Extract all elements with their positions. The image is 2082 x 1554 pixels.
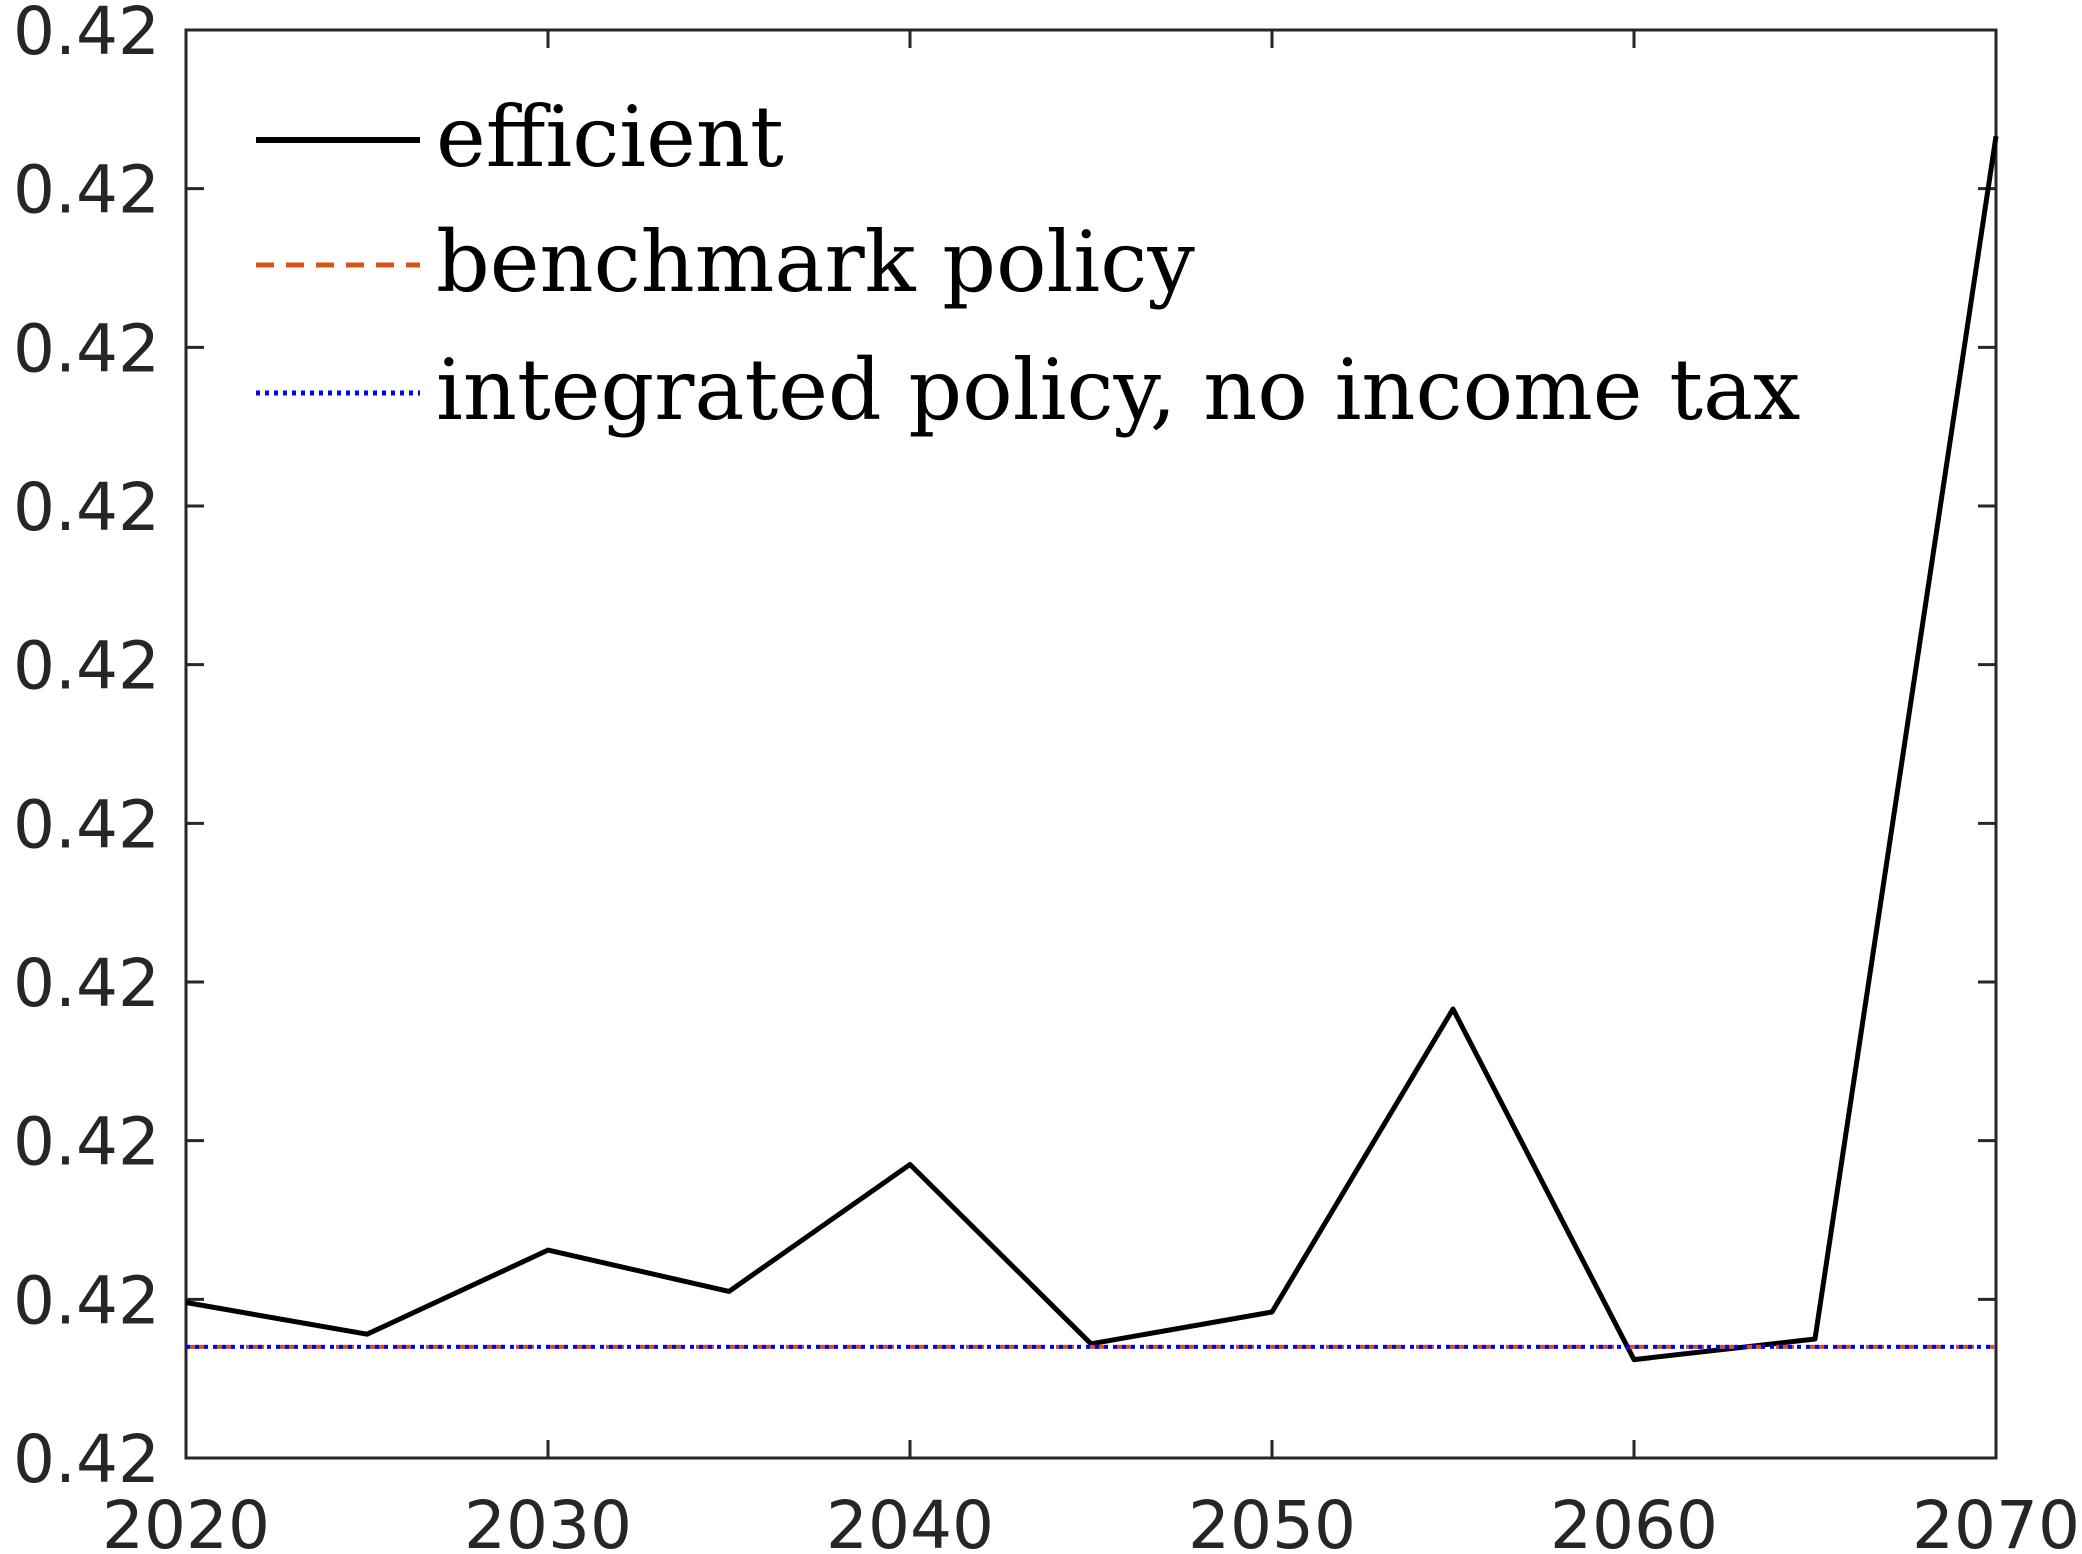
series-line-0: [185, 135, 1999, 1363]
legend-label-efficient: efficient: [436, 88, 784, 186]
x-tick-label: 2030: [464, 1487, 632, 1554]
y-tick-label: 0.42: [13, 628, 160, 705]
y-tick-label: 0.42: [13, 152, 160, 229]
y-tick-label: 0.42: [13, 310, 160, 387]
legend-label-benchmark-policy: benchmark policy: [436, 213, 1195, 311]
x-tick-label: 2050: [1188, 1487, 1356, 1554]
y-tick-label: 0.42: [13, 0, 160, 70]
y-tick-label: 0.42: [13, 1104, 160, 1181]
y-tick-label: 0.42: [13, 945, 160, 1022]
y-tick-label: 0.42: [13, 1262, 160, 1339]
legend-label-integrated-policy: integrated policy, no income tax: [436, 341, 1800, 439]
legend: efficient benchmark policy integrated po…: [256, 88, 1800, 439]
x-tick-label: 2060: [1550, 1487, 1718, 1554]
x-tick-label: 2020: [102, 1487, 270, 1554]
axis-ticks: 2020 2030 2040 2050 2060 2070 0.42 0.42 0.42 0.42…: [13, 0, 2080, 1554]
x-tick-label: 2070: [1912, 1487, 2080, 1554]
y-tick-label: 0.42: [13, 786, 160, 863]
series-layer: [185, 135, 1999, 1363]
plot-area: [184, 28, 1998, 1460]
y-tick-label: 0.42: [13, 469, 160, 546]
y-tick-label: 0.42: [13, 1421, 160, 1498]
x-tick-label: 2040: [826, 1487, 994, 1554]
